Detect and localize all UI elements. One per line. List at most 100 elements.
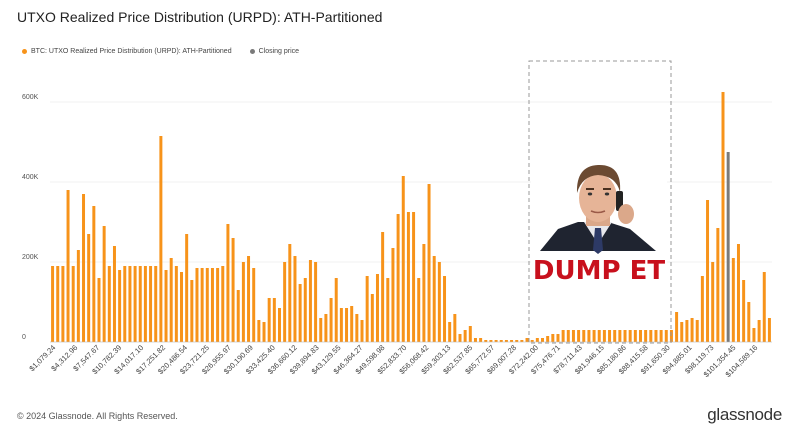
bar[interactable] xyxy=(319,318,323,342)
bar[interactable] xyxy=(185,234,189,342)
bar[interactable] xyxy=(365,276,369,342)
bar[interactable] xyxy=(303,278,307,342)
bar[interactable] xyxy=(278,308,281,342)
bar[interactable] xyxy=(61,266,65,342)
bar[interactable] xyxy=(443,276,447,342)
bar[interactable] xyxy=(143,266,147,342)
bar[interactable] xyxy=(314,262,318,342)
legend-item-closing-price[interactable]: Closing price xyxy=(249,48,299,55)
bar[interactable] xyxy=(406,212,410,342)
bar[interactable] xyxy=(174,266,178,342)
bar[interactable] xyxy=(541,338,544,342)
bar[interactable] xyxy=(71,266,75,342)
bar[interactable] xyxy=(102,226,106,342)
bar[interactable] xyxy=(458,334,462,342)
bar[interactable] xyxy=(154,266,158,342)
bar[interactable] xyxy=(169,258,173,342)
bar[interactable] xyxy=(515,340,519,342)
bar[interactable] xyxy=(479,338,483,342)
bar[interactable] xyxy=(66,190,70,342)
bar[interactable] xyxy=(138,266,142,342)
bar[interactable] xyxy=(695,320,699,342)
bar[interactable] xyxy=(484,340,488,342)
bar[interactable] xyxy=(272,298,276,342)
bar[interactable] xyxy=(107,266,111,342)
bar[interactable] xyxy=(391,248,395,342)
bar[interactable] xyxy=(298,284,302,342)
bar[interactable] xyxy=(597,330,601,342)
bar[interactable] xyxy=(76,250,80,342)
bar[interactable] xyxy=(608,330,612,342)
bar[interactable] xyxy=(241,262,245,342)
bar[interactable] xyxy=(602,330,606,342)
bar[interactable] xyxy=(577,330,581,342)
bar[interactable] xyxy=(262,322,266,342)
bar[interactable] xyxy=(267,298,271,342)
bar[interactable] xyxy=(659,330,663,342)
bar[interactable] xyxy=(535,338,539,342)
bar[interactable] xyxy=(685,320,689,342)
bar[interactable] xyxy=(283,262,287,342)
bar[interactable] xyxy=(200,268,204,342)
bar[interactable] xyxy=(762,272,766,342)
bar[interactable] xyxy=(711,262,715,342)
bar[interactable] xyxy=(360,320,364,342)
bar[interactable] xyxy=(210,268,214,342)
bar[interactable] xyxy=(422,244,426,342)
bar[interactable] xyxy=(510,340,514,342)
bar[interactable] xyxy=(133,266,137,342)
bar[interactable] xyxy=(159,136,163,342)
bar[interactable] xyxy=(530,340,534,342)
bar[interactable] xyxy=(654,330,658,342)
bar[interactable] xyxy=(112,246,116,342)
bar[interactable] xyxy=(231,238,235,342)
bar[interactable] xyxy=(494,340,498,342)
bar[interactable] xyxy=(180,272,183,342)
bar[interactable] xyxy=(468,326,472,342)
bar[interactable] xyxy=(412,212,416,342)
bar[interactable] xyxy=(592,330,596,342)
bar[interactable] xyxy=(752,328,756,342)
bar[interactable] xyxy=(205,268,209,342)
bar[interactable] xyxy=(334,278,338,342)
bar[interactable] xyxy=(417,278,421,342)
bar[interactable] xyxy=(731,258,735,342)
bar[interactable] xyxy=(339,308,343,342)
bar[interactable] xyxy=(690,318,694,342)
bar[interactable] xyxy=(525,338,529,342)
bar[interactable] xyxy=(747,302,751,342)
bar[interactable] xyxy=(288,244,292,342)
bar[interactable] xyxy=(432,256,436,342)
bar[interactable] xyxy=(329,298,333,342)
bar[interactable] xyxy=(149,266,153,342)
bar[interactable] xyxy=(520,340,524,342)
bar[interactable] xyxy=(252,268,256,342)
bar[interactable] xyxy=(345,308,349,342)
bar[interactable] xyxy=(51,266,55,342)
bar[interactable] xyxy=(623,330,627,342)
bar[interactable] xyxy=(556,334,560,342)
bar[interactable] xyxy=(118,270,122,342)
bar[interactable] xyxy=(123,266,127,342)
bar[interactable] xyxy=(628,330,632,342)
bar[interactable] xyxy=(613,330,617,342)
legend-item-urpd[interactable]: BTC: UTXO Realized Price Distribution (U… xyxy=(22,48,232,55)
bar[interactable] xyxy=(489,340,493,342)
bar[interactable] xyxy=(293,256,297,342)
bar[interactable] xyxy=(706,200,710,342)
bar[interactable] xyxy=(721,92,725,342)
bar[interactable] xyxy=(247,256,251,342)
bar[interactable] xyxy=(216,268,220,342)
bar[interactable] xyxy=(582,330,586,342)
bar[interactable] xyxy=(82,194,86,342)
bar[interactable] xyxy=(97,278,101,342)
bar[interactable] xyxy=(87,234,91,342)
bar[interactable] xyxy=(375,274,379,342)
bar[interactable] xyxy=(463,330,467,342)
bar[interactable] xyxy=(164,270,168,342)
bar[interactable] xyxy=(355,314,359,342)
bar[interactable] xyxy=(386,278,390,342)
bar[interactable] xyxy=(236,290,240,342)
bar[interactable] xyxy=(427,184,431,342)
bar[interactable] xyxy=(644,330,648,342)
